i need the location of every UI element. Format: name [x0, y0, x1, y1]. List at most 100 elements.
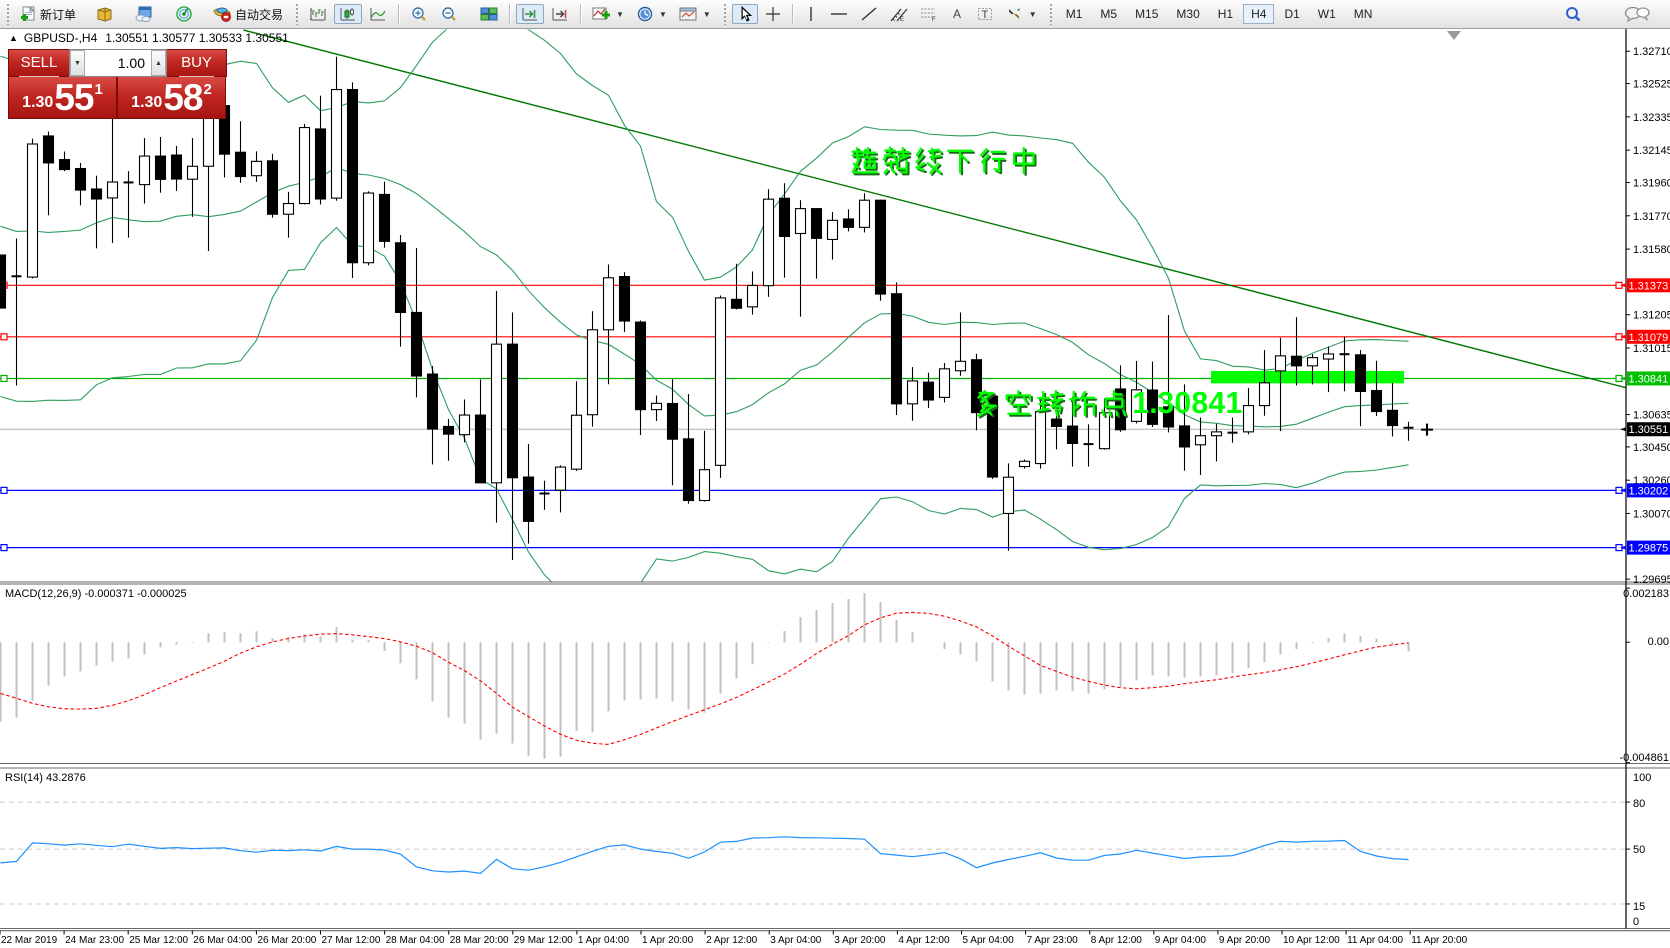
chart-area[interactable]: 1. 3 0 8 4 1 1.327101.325251.323351.321451.319…: [0, 29, 1670, 948]
candle-body: [170, 154, 183, 180]
svg-text:1: 1: [1132, 387, 1149, 420]
candle-body: [506, 343, 519, 479]
time-tick-label: 24 Mar 23:00: [65, 935, 124, 946]
bar-chart-button[interactable]: [304, 4, 332, 24]
chat-icon: [1624, 6, 1650, 22]
navigator-button[interactable]: [170, 4, 198, 24]
price-tick-label: 1.30450: [1633, 442, 1670, 454]
hline-handle[interactable]: [0, 486, 8, 494]
price-line-label: 1.31373: [1620, 278, 1670, 293]
price-axis: 1.32710 1.32525 1.32335 1.32145 1.31960 1.317…: [1626, 46, 1670, 586]
toolbar-grip-4[interactable]: [1048, 3, 1054, 25]
rsi-tick-label: 80: [1633, 798, 1645, 810]
candle-body: [666, 402, 679, 440]
chart-shift-icon: [552, 8, 568, 21]
cursor-button[interactable]: [731, 4, 758, 24]
price-tick-label: 1.30635: [1633, 410, 1670, 422]
fibonacci-button[interactable]: F: [915, 4, 943, 24]
vertical-line-button[interactable]: [799, 4, 823, 24]
search-button[interactable]: [1559, 4, 1587, 24]
arrows-button[interactable]: ▼: [1001, 4, 1042, 24]
new-order-label: 新订单: [40, 7, 77, 22]
candle-body: [1322, 353, 1335, 360]
toolbar-grip-2[interactable]: [295, 3, 301, 25]
timeframe-W1[interactable]: W1: [1317, 7, 1336, 21]
candle-body: [1370, 389, 1383, 413]
period-dropdown-arrow[interactable]: ▼: [658, 9, 667, 19]
volume-input[interactable]: 1.00: [117, 55, 145, 71]
candle-body: [1066, 425, 1079, 444]
crosshair-button[interactable]: [760, 4, 786, 24]
horizontal-line-button[interactable]: [825, 4, 853, 24]
toolbar-grip-3[interactable]: [722, 3, 728, 25]
candle-body: [1018, 460, 1031, 468]
search-icon: [1566, 6, 1581, 21]
candle-body: [938, 368, 951, 398]
timeframe-H1[interactable]: H1: [1217, 7, 1234, 21]
auto-scroll-button[interactable]: [516, 4, 545, 24]
indicators-dropdown-arrow[interactable]: ▼: [616, 9, 624, 19]
zoom-out-button[interactable]: [435, 4, 463, 24]
sell-price-display[interactable]: 1.30 55 1: [8, 77, 117, 119]
timeframe-D1[interactable]: D1: [1284, 7, 1300, 21]
arrows-dropdown-arrow[interactable]: ▼: [1028, 9, 1037, 19]
line-chart-icon: [370, 8, 386, 21]
trendline-button[interactable]: [855, 4, 883, 24]
chart-shift-marker[interactable]: [1447, 31, 1461, 40]
template-button[interactable]: ▼: [674, 4, 716, 24]
price-tick-label: 1.30070: [1633, 508, 1670, 520]
candle-body: [1002, 476, 1015, 515]
candlestick-chart-button[interactable]: [334, 4, 363, 24]
chart-shift-button[interactable]: [546, 4, 574, 24]
buy-price-small: 1.30: [131, 93, 163, 111]
trendline-object[interactable]: [243, 29, 1626, 389]
buy-price-display[interactable]: 1.30 58 2: [117, 77, 226, 119]
new-order-button[interactable]: 新订单: [15, 4, 81, 24]
hline-handle[interactable]: [0, 333, 8, 341]
toolbar-grip[interactable]: [6, 3, 11, 25]
candle-body: [1034, 411, 1047, 465]
timeframe-H4[interactable]: H4: [1243, 4, 1275, 24]
time-tick-label: 1 Apr 04:00: [578, 935, 630, 946]
autotrading-button[interactable]: 自动交易: [208, 4, 288, 24]
timeframe-M5[interactable]: M5: [1100, 7, 1118, 21]
svg-text:1.30551: 1.30551: [1629, 424, 1669, 436]
text-button[interactable]: A: [945, 4, 970, 24]
timeframe-MN[interactable]: MN: [1353, 7, 1373, 21]
candle-body: [1130, 389, 1143, 422]
hline-handle[interactable]: [0, 544, 8, 552]
timeframe-M1[interactable]: M1: [1065, 7, 1083, 21]
sell-button[interactable]: SELL: [8, 49, 69, 77]
highlight-box-object[interactable]: [1211, 370, 1404, 384]
candle-body: [906, 380, 919, 405]
candle-body: [954, 360, 967, 372]
text-annotation-0[interactable]: [851, 146, 1037, 176]
time-tick-label: 26 Mar 04:00: [193, 935, 252, 946]
template-dropdown-arrow[interactable]: ▼: [702, 9, 711, 19]
symbol-collapse-icon[interactable]: ▲: [9, 33, 18, 43]
candle-body: [586, 329, 599, 416]
data-window-button[interactable]: [130, 4, 158, 24]
cross-marker-object[interactable]: [1421, 423, 1433, 436]
hline-handle[interactable]: [0, 374, 8, 383]
chat-button[interactable]: [1619, 4, 1655, 24]
zoom-in-button[interactable]: [405, 4, 433, 24]
volume-increase-button[interactable]: ▲: [151, 50, 166, 76]
price-line-label: 1.30202: [1620, 483, 1670, 498]
text-label-button[interactable]: T: [972, 4, 999, 24]
candle-body: [618, 276, 631, 322]
market-watch-button[interactable]: [91, 4, 118, 24]
equidistant-channel-button[interactable]: E: [885, 4, 913, 24]
period-button[interactable]: ▼: [631, 4, 672, 24]
candle-body: [74, 167, 87, 191]
timeframe-M15[interactable]: M15: [1135, 7, 1159, 21]
indicators-button[interactable]: ▼: [587, 4, 629, 24]
line-chart-button[interactable]: [364, 4, 392, 24]
timeframe-M30[interactable]: M30: [1176, 7, 1200, 21]
timeframe-bar: M1 M5 M15 M30 H1 H4 D1 W1 MN: [1057, 4, 1382, 24]
tile-windows-button[interactable]: [475, 4, 503, 24]
volume-decrease-button[interactable]: ▼: [70, 50, 85, 76]
buy-button[interactable]: BUY: [167, 49, 227, 77]
